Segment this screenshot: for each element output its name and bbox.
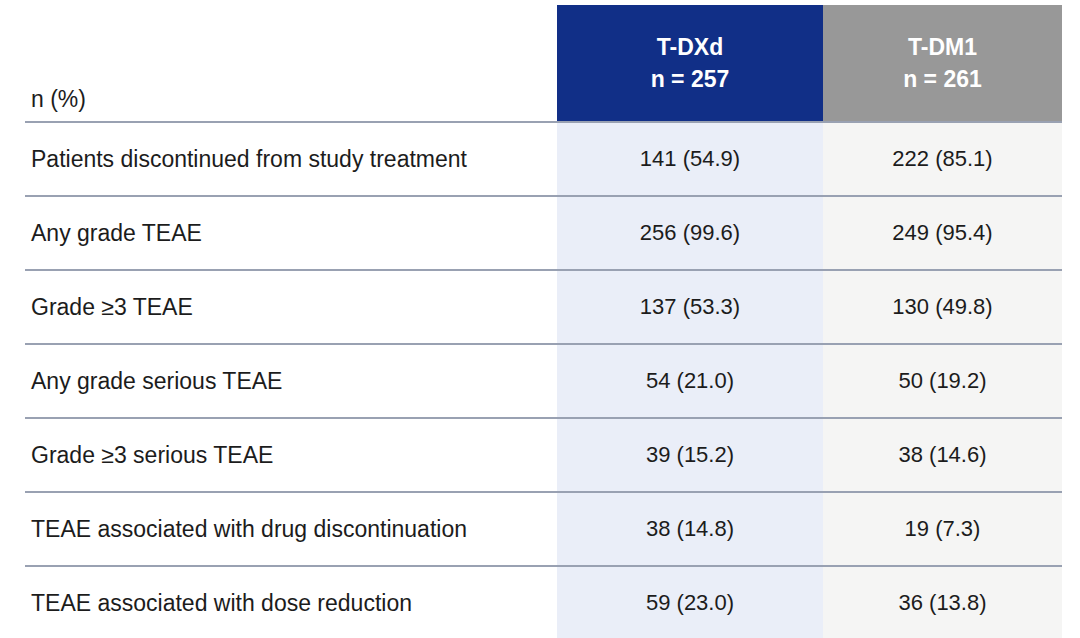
column-header-tdm1: T-DM1 n = 261 xyxy=(823,5,1062,122)
tdxd-value: 137 (53.3) xyxy=(557,270,823,344)
table-row: Grade ≥3 TEAE 137 (53.3) 130 (49.8) xyxy=(25,270,1062,344)
tdxd-value: 38 (14.8) xyxy=(557,492,823,566)
tdxd-value: 54 (21.0) xyxy=(557,344,823,418)
table-row: Patients discontinued from study treatme… xyxy=(25,122,1062,196)
table-header-row: n (%) T-DXd n = 257 T-DM1 n = 261 xyxy=(25,5,1062,122)
units-label: n (%) xyxy=(31,86,86,112)
column-title-tdxd: T-DXd xyxy=(557,31,823,63)
column-header-tdxd: T-DXd n = 257 xyxy=(557,5,823,122)
table-row: TEAE associated with drug discontinuatio… xyxy=(25,492,1062,566)
safety-table: n (%) T-DXd n = 257 T-DM1 n = 261 Patien… xyxy=(25,5,1062,638)
column-title-tdm1: T-DM1 xyxy=(823,31,1062,63)
tdxd-value: 256 (99.6) xyxy=(557,196,823,270)
tdm1-value: 38 (14.6) xyxy=(823,418,1062,492)
tdm1-value: 222 (85.1) xyxy=(823,122,1062,196)
row-label: Grade ≥3 serious TEAE xyxy=(25,418,557,492)
row-label: TEAE associated with drug discontinuatio… xyxy=(25,492,557,566)
tdxd-value: 39 (15.2) xyxy=(557,418,823,492)
row-label: Any grade TEAE xyxy=(25,196,557,270)
column-n-tdm1: n = 261 xyxy=(823,63,1062,95)
row-label: Grade ≥3 TEAE xyxy=(25,270,557,344)
tdm1-value: 50 (19.2) xyxy=(823,344,1062,418)
row-label: Any grade serious TEAE xyxy=(25,344,557,418)
tdm1-value: 19 (7.3) xyxy=(823,492,1062,566)
table-row: Grade ≥3 serious TEAE 39 (15.2) 38 (14.6… xyxy=(25,418,1062,492)
table-row: Any grade serious TEAE 54 (21.0) 50 (19.… xyxy=(25,344,1062,418)
column-n-tdxd: n = 257 xyxy=(557,63,823,95)
tdxd-value: 141 (54.9) xyxy=(557,122,823,196)
corner-header-cell: n (%) xyxy=(25,5,557,122)
row-label: TEAE associated with dose reduction xyxy=(25,566,557,638)
tdm1-value: 130 (49.8) xyxy=(823,270,1062,344)
safety-summary-panel: n (%) T-DXd n = 257 T-DM1 n = 261 Patien… xyxy=(0,5,1080,638)
tdm1-value: 249 (95.4) xyxy=(823,196,1062,270)
table-row: Any grade TEAE 256 (99.6) 249 (95.4) xyxy=(25,196,1062,270)
tdm1-value: 36 (13.8) xyxy=(823,566,1062,638)
tdxd-value: 59 (23.0) xyxy=(557,566,823,638)
row-label: Patients discontinued from study treatme… xyxy=(25,122,557,196)
table-row: TEAE associated with dose reduction 59 (… xyxy=(25,566,1062,638)
